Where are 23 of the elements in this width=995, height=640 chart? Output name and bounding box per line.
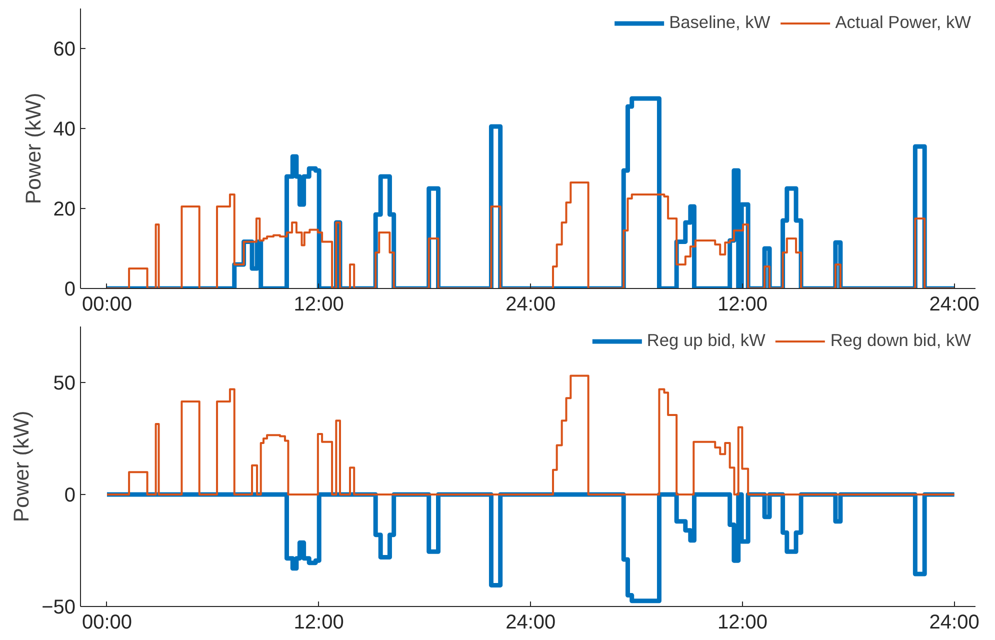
legend-label: Actual Power, kW [835, 12, 971, 33]
y-tick-label: −50 [42, 596, 76, 618]
y-tick-label: 0 [64, 278, 76, 300]
legend-label: Baseline, kW [669, 12, 770, 33]
x-tick-label: 24:00 [929, 612, 980, 634]
y-tick-label: 60 [53, 38, 76, 60]
x-tick-label: 12:00 [294, 294, 344, 316]
x-tick-label: 12:00 [717, 612, 768, 634]
x-tick-label: 24:00 [929, 294, 980, 316]
x-tick-label: 12:00 [294, 612, 344, 634]
x-tick-label: 24:00 [506, 612, 556, 634]
x-tick-label: 00:00 [82, 612, 132, 634]
legend-label: Reg up bid, kW [646, 330, 766, 351]
y-tick-label: 50 [53, 372, 76, 394]
y-tick-label: 40 [53, 118, 76, 140]
legend-label: Reg down bid, kW [830, 330, 971, 351]
x-tick-label: 00:00 [82, 294, 132, 316]
y-axis-title: Power (kW) [10, 410, 34, 522]
x-tick-label: 12:00 [717, 294, 768, 316]
y-tick-label: 20 [53, 198, 76, 220]
y-tick-label: 0 [64, 484, 76, 506]
x-tick-label: 24:00 [506, 294, 556, 316]
y-axis-title: Power (kW) [21, 92, 46, 204]
